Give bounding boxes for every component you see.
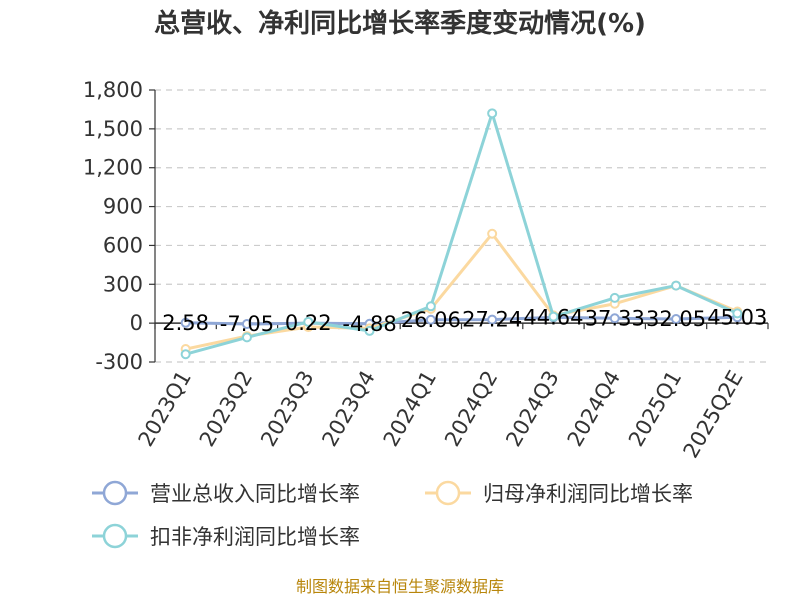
data-point[interactable] bbox=[609, 292, 620, 303]
chart-title: 总营收、净利同比增长率季度变动情况(%) bbox=[154, 8, 646, 39]
data-label: 26.06 bbox=[401, 308, 461, 332]
x-tick-label: 2024Q2 bbox=[440, 367, 502, 451]
y-tick-label: 900 bbox=[103, 195, 143, 219]
legend-item[interactable]: 营业总收入同比增长率 bbox=[92, 480, 360, 506]
series-line bbox=[185, 315, 738, 326]
legend-label: 归母净利润同比增长率 bbox=[483, 482, 693, 506]
data-label: -4.88 bbox=[342, 312, 396, 336]
x-tick-label: 2024Q1 bbox=[379, 366, 441, 450]
data-labels: 2.58 -7.05 0.22 -4.88 26.06 27.24 44.64 37.33 32… bbox=[162, 305, 767, 336]
data-point[interactable] bbox=[241, 319, 252, 330]
y-tick-label: 1,200 bbox=[83, 156, 143, 180]
x-tick-label: 2023Q4 bbox=[317, 367, 379, 451]
legend-item[interactable]: 扣非净利润同比增长率 bbox=[92, 523, 360, 549]
data-point[interactable] bbox=[487, 108, 498, 119]
data-point[interactable] bbox=[364, 325, 375, 336]
data-point[interactable] bbox=[487, 228, 498, 239]
x-tick-label: 2023Q1 bbox=[134, 367, 196, 451]
data-point[interactable] bbox=[425, 314, 436, 325]
data-label: 32.05 bbox=[646, 307, 706, 331]
data-point[interactable] bbox=[671, 280, 682, 291]
x-tick-label: 2024Q4 bbox=[563, 367, 625, 451]
grid-lines bbox=[155, 89, 768, 363]
y-tick-label: 1,500 bbox=[83, 117, 143, 141]
y-tick-label: 1,800 bbox=[83, 78, 143, 102]
y-tick-label: 300 bbox=[103, 272, 143, 296]
data-point[interactable] bbox=[180, 317, 191, 328]
data-label: 44.64 bbox=[523, 305, 583, 329]
data-point[interactable] bbox=[425, 301, 436, 312]
y-tick-label: 0 bbox=[130, 311, 143, 335]
legend-label: 营业总收入同比增长率 bbox=[150, 482, 360, 506]
data-label: 2.58 bbox=[162, 311, 209, 335]
x-tick-label: 2025Q1 bbox=[624, 367, 686, 451]
data-label: 37.33 bbox=[585, 306, 645, 330]
x-tick-label: 2025Q2E bbox=[679, 367, 748, 463]
data-label: 27.24 bbox=[462, 308, 522, 332]
y-tick-label: 600 bbox=[103, 233, 143, 257]
data-label: 45.03 bbox=[707, 305, 767, 329]
x-tick-label: 2023Q3 bbox=[256, 367, 318, 451]
legend-label: 扣非净利润同比增长率 bbox=[150, 525, 360, 549]
legend-marker-icon bbox=[435, 480, 461, 506]
series-line bbox=[185, 232, 738, 351]
data-point[interactable] bbox=[548, 311, 559, 322]
series-line bbox=[185, 111, 738, 356]
y-tick-label: -300 bbox=[95, 350, 143, 374]
data-point[interactable] bbox=[671, 313, 682, 324]
data-point[interactable] bbox=[241, 332, 252, 343]
data-point[interactable] bbox=[609, 313, 620, 324]
data-point[interactable] bbox=[487, 314, 498, 325]
legend-marker-icon bbox=[102, 523, 128, 549]
legend-marker-icon bbox=[102, 480, 128, 506]
series-lines bbox=[180, 108, 743, 360]
data-point[interactable] bbox=[732, 308, 743, 319]
axes: -30003006009001,2001,5001,8002023Q12023Q… bbox=[83, 78, 769, 463]
x-tick-label: 2023Q2 bbox=[195, 367, 257, 451]
data-point[interactable] bbox=[303, 316, 314, 327]
legend-item[interactable]: 归母净利润同比增长率 bbox=[425, 480, 693, 506]
data-point[interactable] bbox=[180, 349, 191, 360]
source-note: 制图数据来自恒生聚源数据库 bbox=[296, 577, 504, 596]
data-label: 0.22 bbox=[285, 311, 332, 335]
x-tick-label: 2024Q3 bbox=[501, 367, 563, 451]
data-label: -7.05 bbox=[220, 312, 274, 336]
